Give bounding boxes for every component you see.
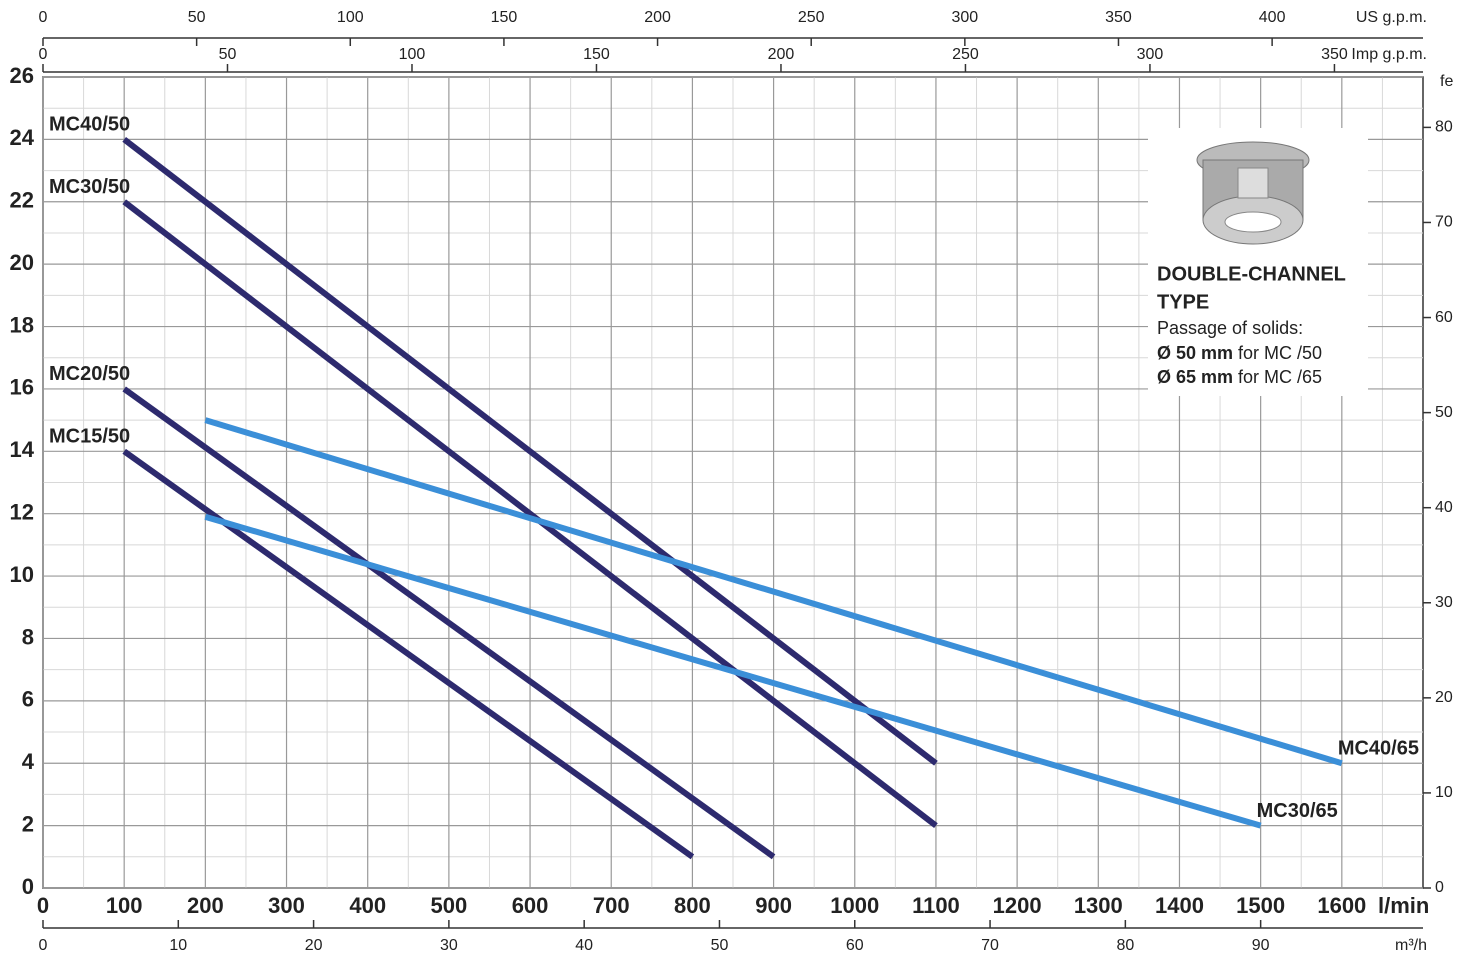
note-item-text: for MC /65 (1238, 367, 1322, 387)
x-tick-label: 900 (755, 893, 792, 918)
secondary-axis-label: m³/h (1395, 937, 1427, 954)
secondary-tick-label: 10 (169, 937, 187, 954)
y2-tick-label: 50 (1435, 404, 1453, 421)
secondary-tick-label: 250 (798, 9, 825, 26)
secondary-tick-label: 60 (846, 937, 864, 954)
y-tick-label: 4 (22, 749, 35, 774)
series-label: MC30/50 (49, 176, 130, 198)
x-tick-label: 1000 (830, 893, 879, 918)
y2-tick-label: 70 (1435, 214, 1453, 231)
x-tick-label: 0 (37, 893, 49, 918)
x-tick-label: 300 (268, 893, 305, 918)
secondary-tick-label: 250 (952, 46, 979, 63)
secondary-tick-label: 70 (981, 937, 999, 954)
secondary-tick-label: 90 (1252, 937, 1270, 954)
info-box: DOUBLE-CHANNEL TYPE Passage of solids: Ø 50… (1148, 128, 1368, 396)
x-tick-label: 1500 (1236, 893, 1285, 918)
x-tick-label: 800 (674, 893, 711, 918)
note-text: Passage of solids: (1157, 318, 1303, 338)
secondary-tick-label: 0 (39, 937, 48, 954)
secondary-tick-label: 200 (644, 9, 671, 26)
secondary-tick-label: 400 (1259, 9, 1286, 26)
x-tick-label: 700 (593, 893, 630, 918)
y-tick-label: 22 (10, 188, 34, 213)
series-line (204, 513, 1262, 829)
x-tick-label: 600 (512, 893, 549, 918)
y2-tick-label: 30 (1435, 594, 1453, 611)
y2-tick-label: 60 (1435, 309, 1453, 326)
note-item-bold: Ø 50 mm (1157, 343, 1233, 363)
series-label: MC30/65 (1257, 800, 1338, 822)
note-title: DOUBLE-CHANNEL (1157, 263, 1346, 285)
impeller-icon (1196, 141, 1310, 245)
secondary-axis-label: US g.p.m. (1356, 9, 1427, 26)
y-tick-label: 20 (10, 250, 34, 275)
secondary-tick-label: 100 (399, 46, 426, 63)
y-tick-label: 0 (22, 874, 34, 899)
secondary-axis-label: Imp g.p.m. (1351, 46, 1427, 63)
y2-tick-label: 80 (1435, 119, 1453, 136)
y2-tick-label: 10 (1435, 784, 1453, 801)
y-tick-label: 6 (22, 687, 34, 712)
secondary-tick-label: 0 (39, 46, 48, 63)
x-tick-label: 100 (106, 893, 143, 918)
y-tick-label: 26 (10, 63, 34, 88)
secondary-tick-label: 50 (219, 46, 237, 63)
y-tick-label: 14 (10, 437, 35, 462)
secondary-tick-label: 100 (337, 9, 364, 26)
y-tick-label: 2 (22, 811, 34, 836)
series-line (122, 386, 776, 860)
x-tick-label: 1300 (1074, 893, 1123, 918)
secondary-tick-label: 0 (39, 9, 48, 26)
y-tick-label: 8 (22, 624, 34, 649)
note-title: TYPE (1157, 291, 1209, 313)
secondary-tick-label: 40 (575, 937, 593, 954)
series-label: MC20/50 (49, 363, 130, 385)
x-tick-label: 400 (349, 893, 386, 918)
y2-tick-label: 40 (1435, 499, 1453, 516)
y2-tick-label: 20 (1435, 689, 1453, 706)
y-tick-label: 12 (10, 500, 34, 525)
y-tick-label: 18 (10, 312, 34, 337)
secondary-tick-label: 50 (711, 937, 729, 954)
series-line (204, 417, 1343, 767)
y-tick-label: 24 (10, 125, 35, 150)
x-tick-label: 1600 (1317, 893, 1366, 918)
x-axis-label: l/min (1378, 893, 1429, 918)
y2-tick-label: 0 (1435, 879, 1444, 896)
x-tick-label: 1100 (912, 893, 960, 918)
secondary-tick-label: 150 (491, 9, 518, 26)
y-tick-label: 10 (10, 562, 34, 587)
secondary-tick-label: 200 (768, 46, 795, 63)
note-item: Ø 65 mm for MC /65 (1157, 367, 1322, 387)
secondary-tick-label: 300 (951, 9, 978, 26)
series-label: MC40/50 (49, 114, 130, 136)
series-label: MC40/65 (1338, 738, 1419, 760)
series-label: MC15/50 (49, 426, 130, 448)
x-tick-label: 500 (431, 893, 468, 918)
series-line (122, 199, 938, 828)
note-item: Ø 50 mm for MC /50 (1157, 343, 1322, 363)
secondary-tick-label: 150 (583, 46, 610, 63)
y2-axis-label: fe (1440, 73, 1453, 90)
secondary-tick-label: 350 (1321, 46, 1348, 63)
note-item-text: for MC /50 (1238, 343, 1322, 363)
x-tick-label: 1400 (1155, 893, 1204, 918)
x-tick-label: 200 (187, 893, 224, 918)
series-line (122, 137, 938, 766)
secondary-tick-label: 300 (1137, 46, 1164, 63)
secondary-tick-label: 20 (305, 937, 323, 954)
secondary-tick-label: 50 (188, 9, 206, 26)
note-item-bold: Ø 65 mm (1157, 367, 1233, 387)
secondary-tick-label: 80 (1116, 937, 1134, 954)
secondary-tick-label: 350 (1105, 9, 1132, 26)
secondary-tick-label: 30 (440, 937, 458, 954)
y-tick-label: 16 (10, 375, 34, 400)
x-tick-label: 1200 (993, 893, 1042, 918)
